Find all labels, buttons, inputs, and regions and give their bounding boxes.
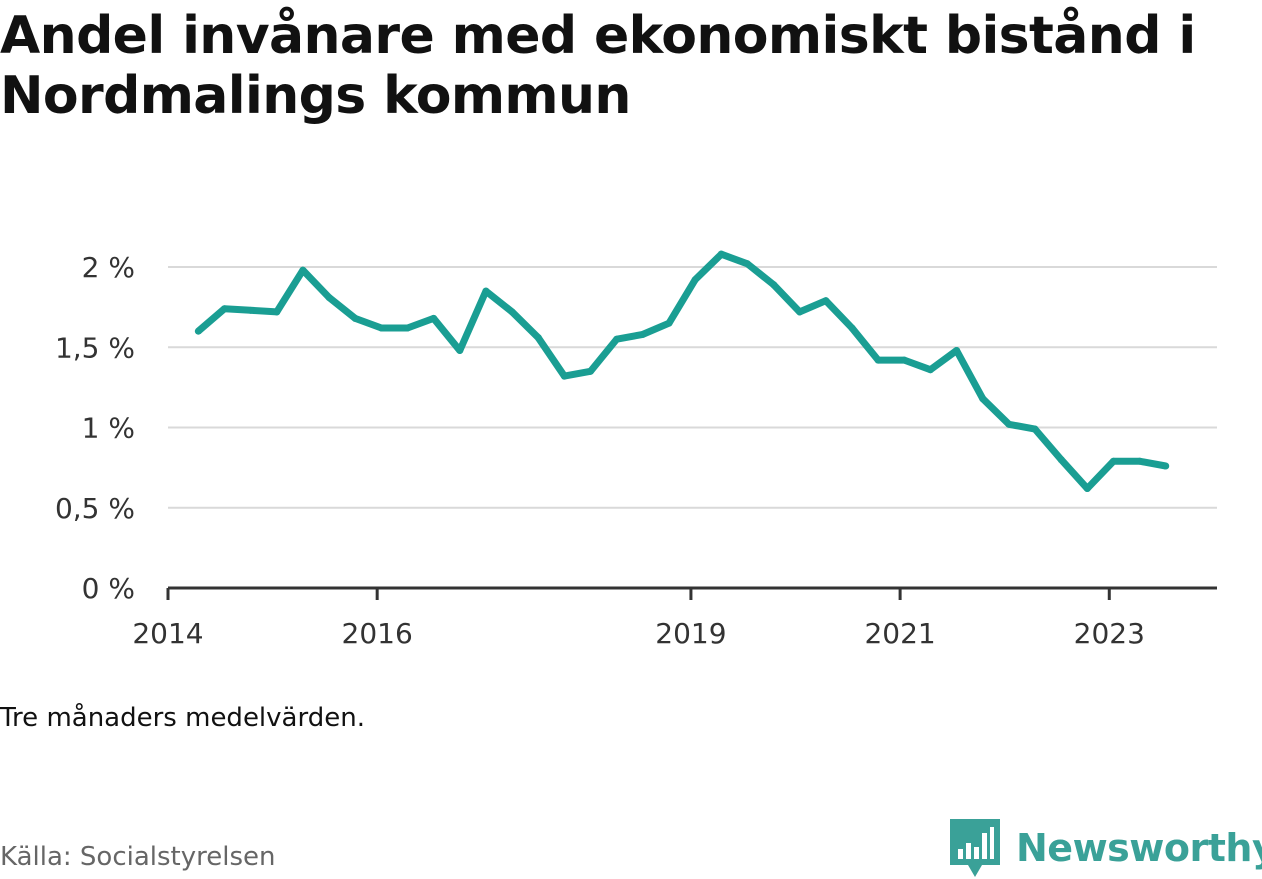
line-chart: 0 % 0,5 % 1 % 1,5 % 2 % 2014 2016 2019 2021 2023: [55, 250, 1217, 650]
data-point: [1162, 462, 1170, 470]
y-tick-label: 2 %: [82, 251, 135, 284]
data-point: [717, 250, 725, 258]
data-point: [953, 346, 961, 354]
data-point: [351, 314, 359, 322]
data-point: [848, 324, 856, 332]
data-point: [508, 308, 516, 316]
data-point: [822, 297, 830, 305]
data-point: [1083, 484, 1091, 492]
y-tick-label: 1,5 %: [55, 331, 135, 364]
data-point: [456, 346, 464, 354]
chart-title: Andel invånare med ekonomiskt bistånd i …: [0, 6, 1196, 126]
data-point: [587, 367, 595, 375]
data-point: [194, 327, 202, 335]
data-point: [926, 366, 934, 374]
x-tick-label: 2019: [655, 617, 726, 650]
data-point: [1005, 420, 1013, 428]
data-point: [377, 324, 385, 332]
data-point: [482, 287, 490, 295]
source-text: Källa: Socialstyrelsen: [0, 842, 276, 872]
data-point: [743, 260, 751, 268]
x-tick-label: 2023: [1074, 617, 1145, 650]
data-point: [247, 306, 255, 314]
data-point: [404, 324, 412, 332]
y-axis-labels: 0 % 0,5 % 1 % 1,5 % 2 %: [55, 251, 135, 605]
brand-logo[interactable]: Newsworthy: [950, 818, 1262, 878]
series-layer: [194, 250, 1170, 492]
brand-name: Newsworthy: [1016, 826, 1262, 870]
y-tick-label: 0,5 %: [55, 492, 135, 525]
x-tick-label: 2014: [132, 617, 203, 650]
data-point: [325, 293, 333, 301]
y-tick-label: 1 %: [82, 412, 135, 445]
data-point: [299, 266, 307, 274]
data-point: [665, 319, 673, 327]
series-line: [196, 250, 1167, 492]
data-point: [691, 276, 699, 284]
x-tick-label: 2021: [864, 617, 935, 650]
data-point: [1057, 456, 1065, 464]
newsworthy-logo-icon: [950, 819, 1000, 877]
data-point: [874, 356, 882, 364]
data-point: [770, 281, 778, 289]
y-tick-label: 0 %: [82, 572, 135, 605]
data-point: [639, 330, 647, 338]
data-point: [430, 314, 438, 322]
chart-note: Tre månaders medelvärden.: [0, 703, 365, 733]
x-tick-label: 2016: [342, 617, 413, 650]
data-point: [534, 334, 542, 342]
data-point: [560, 372, 568, 380]
data-point: [1109, 457, 1117, 465]
data-point: [979, 395, 987, 403]
x-axis: [166, 586, 1217, 600]
data-point: [613, 335, 621, 343]
data-point: [220, 305, 228, 313]
data-point: [1136, 457, 1144, 465]
data-point: [796, 308, 804, 316]
x-axis-labels: 2014 2016 2019 2021 2023: [132, 617, 1145, 650]
data-point: [1031, 425, 1039, 433]
data-point: [900, 356, 908, 364]
data-point: [273, 308, 281, 316]
gridlines: [168, 266, 1217, 509]
